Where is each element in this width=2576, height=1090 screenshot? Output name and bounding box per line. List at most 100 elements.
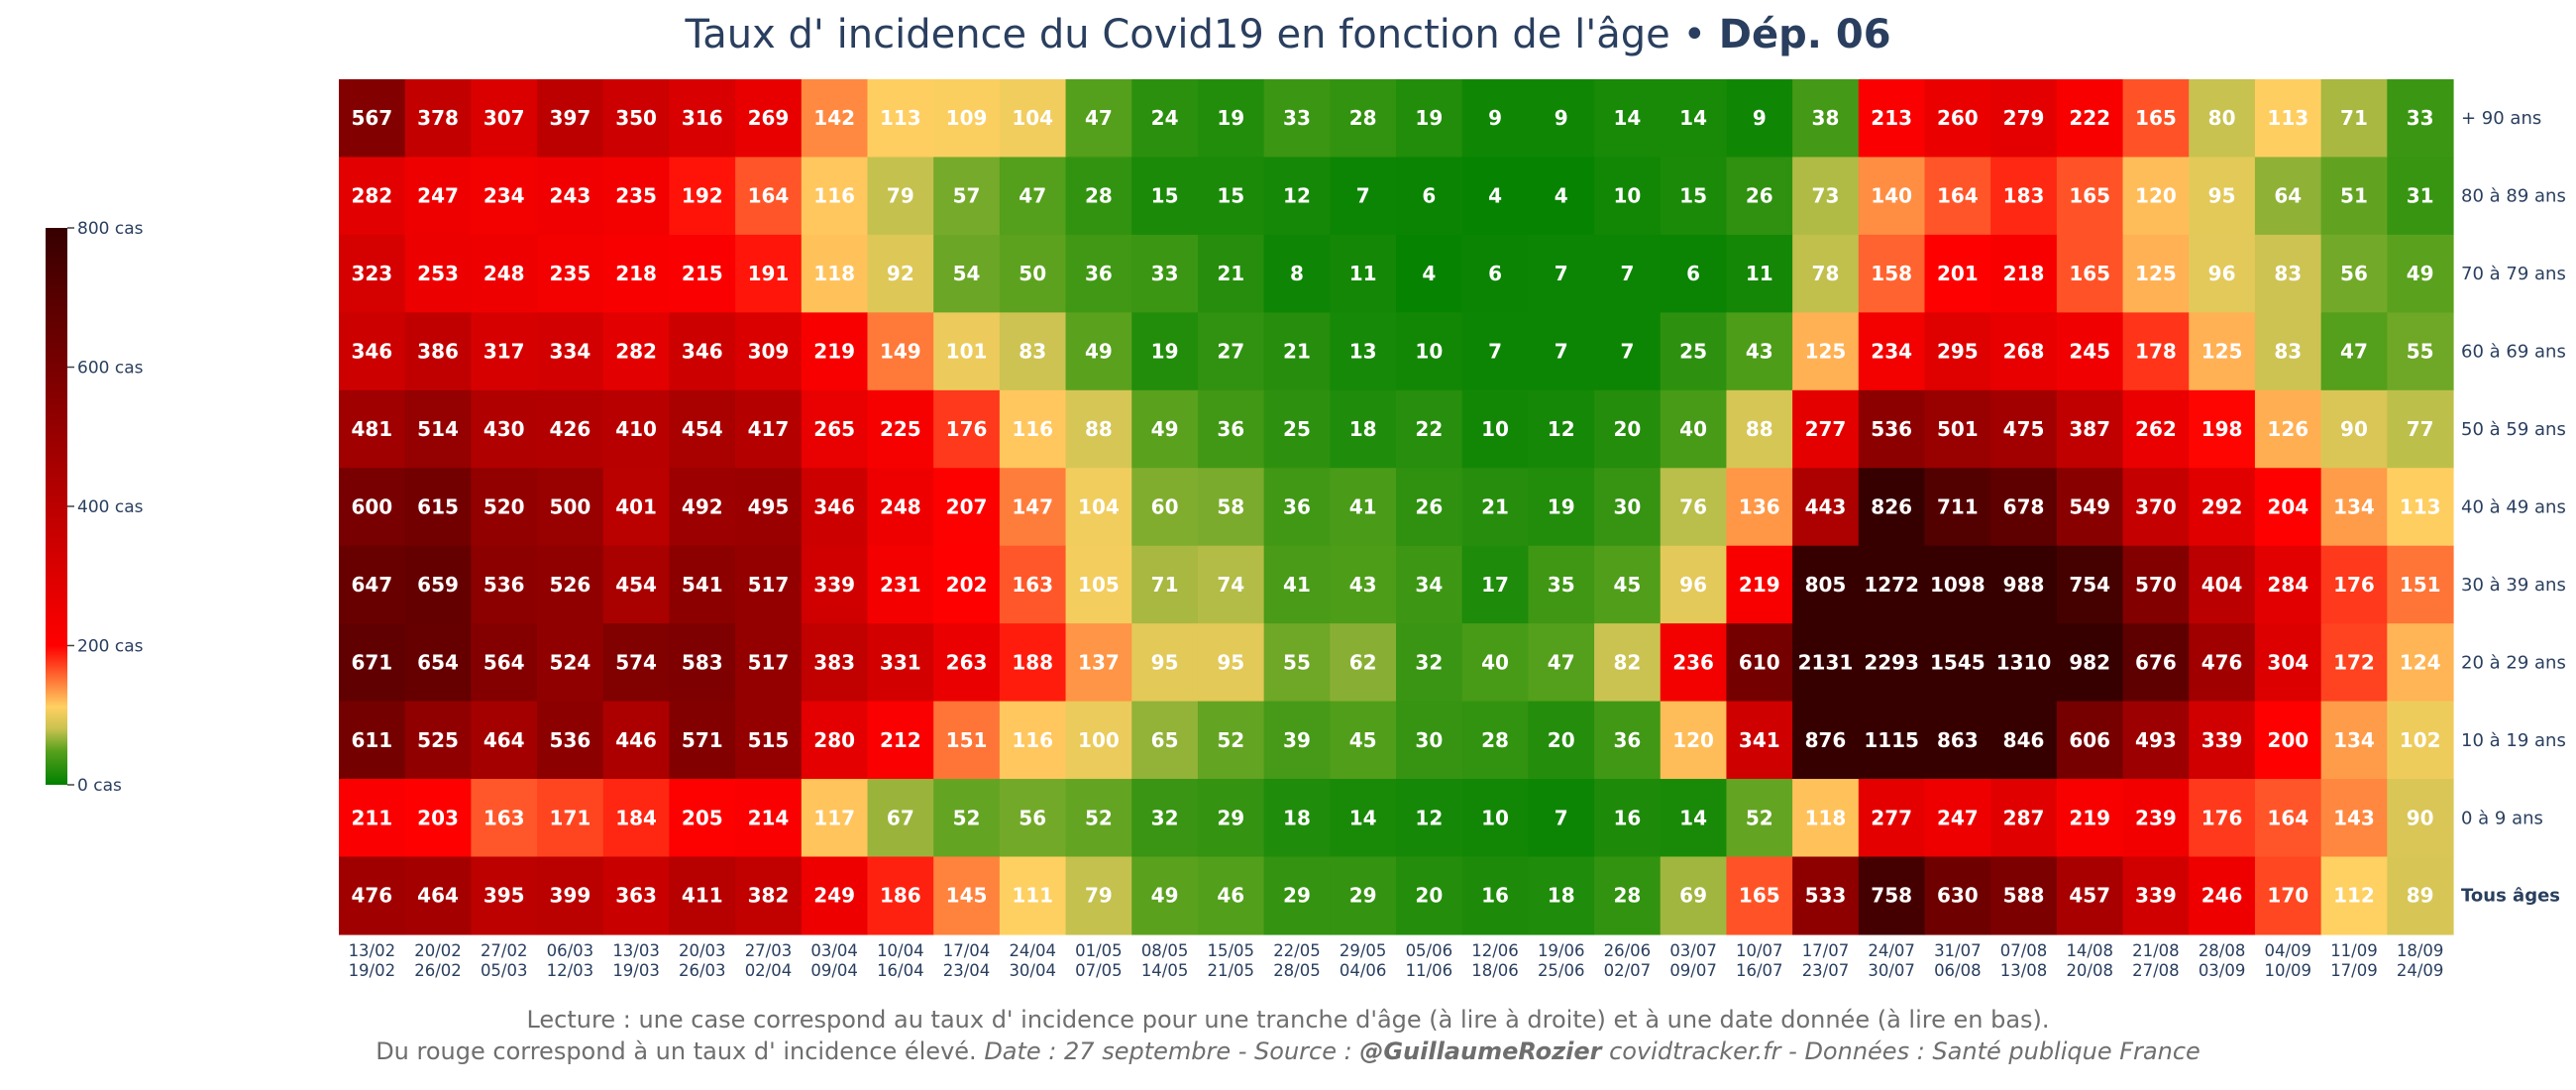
heatmap-cell bbox=[1528, 234, 1595, 313]
heatmap-cell bbox=[404, 623, 472, 703]
row-label: + 90 ans bbox=[2461, 108, 2541, 129]
cell-value-label: 404 bbox=[2201, 573, 2243, 597]
heatmap-cell bbox=[867, 623, 934, 703]
heatmap-cell bbox=[1660, 157, 1728, 236]
cell-value-label: 101 bbox=[946, 340, 988, 364]
heatmap-cell bbox=[801, 701, 869, 780]
cell-value-label: 346 bbox=[813, 494, 855, 518]
chart-title-separator: • bbox=[1670, 12, 1719, 57]
cell-value-label: 20 bbox=[1415, 884, 1443, 908]
heatmap-cell bbox=[2387, 623, 2454, 703]
heatmap-cell bbox=[537, 701, 604, 780]
cell-value-label: 46 bbox=[1217, 884, 1244, 908]
cell-value-label: 26 bbox=[1415, 494, 1443, 518]
cell-value-label: 19 bbox=[1151, 340, 1179, 364]
heatmap-cell bbox=[1065, 234, 1132, 313]
cell-value-label: 11 bbox=[1746, 262, 1773, 285]
heatmap-cell bbox=[1924, 389, 1991, 469]
heatmap-cell bbox=[1131, 468, 1199, 547]
cell-value-label: 30 bbox=[1613, 494, 1641, 518]
cell-value-label: 277 bbox=[1871, 806, 1912, 829]
cell-value-label: 36 bbox=[1085, 262, 1113, 285]
heatmap-cell bbox=[537, 157, 604, 236]
heatmap-cell bbox=[2387, 545, 2454, 624]
cell-value-label: 30 bbox=[1415, 728, 1443, 752]
cell-value-label: 116 bbox=[813, 184, 855, 208]
cell-value-label: 211 bbox=[351, 806, 392, 829]
heatmap-cell bbox=[1065, 312, 1132, 391]
cell-value-label: 16 bbox=[1481, 884, 1509, 908]
cell-value-label: 583 bbox=[682, 650, 723, 674]
cell-value-label: 284 bbox=[2267, 573, 2308, 597]
heatmap-cell bbox=[471, 234, 538, 313]
cell-value-label: 65 bbox=[1151, 728, 1179, 752]
heatmap-cell bbox=[867, 79, 934, 159]
row-label: Tous âges bbox=[2461, 886, 2560, 907]
chart-title: Taux d' incidence du Covid19 en fonction… bbox=[684, 12, 1890, 57]
heatmap-cell bbox=[1131, 79, 1199, 159]
heatmap-cell bbox=[1461, 157, 1529, 236]
cell-value-label: 69 bbox=[1679, 884, 1707, 908]
cell-value-label: 51 bbox=[2340, 184, 2368, 208]
colorbar: 0 cas 200 cas 400 cas 600 cas 800 cas bbox=[46, 219, 144, 796]
cell-value-label: 239 bbox=[2135, 806, 2177, 829]
column-label: 31/07 06/08 bbox=[1934, 941, 1982, 980]
heatmap-cell bbox=[1396, 157, 1463, 236]
cell-value-label: 143 bbox=[2333, 806, 2375, 829]
heatmap-cell bbox=[471, 79, 538, 159]
heatmap-cell bbox=[801, 79, 869, 159]
heatmap-cell bbox=[2387, 79, 2454, 159]
heatmap-cell bbox=[1528, 856, 1595, 935]
cell-value-label: 15 bbox=[1151, 184, 1179, 208]
cell-value-label: 125 bbox=[2135, 262, 2177, 285]
cell-value-label: 454 bbox=[682, 417, 723, 441]
cell-value-label: 102 bbox=[2400, 728, 2441, 752]
heatmap-cell bbox=[1461, 701, 1529, 780]
cell-value-label: 12 bbox=[1283, 184, 1311, 208]
heatmap-cell bbox=[339, 856, 406, 935]
column-label: 07/08 13/08 bbox=[2000, 941, 2048, 980]
cell-value-label: 112 bbox=[2333, 884, 2375, 908]
heatmap-cell bbox=[735, 545, 803, 624]
heatmap-cell bbox=[1197, 79, 1265, 159]
caption-date-source: Date : 27 septembre - Source : bbox=[984, 1037, 1359, 1065]
cell-value-label: 654 bbox=[417, 650, 459, 674]
heatmap-cell bbox=[801, 157, 869, 236]
column-label: 24/04 30/04 bbox=[1009, 941, 1056, 980]
heatmap-cell bbox=[471, 545, 538, 624]
cell-value-label: 186 bbox=[880, 884, 921, 908]
cell-value-label: 476 bbox=[2201, 650, 2243, 674]
cell-value-label: 18 bbox=[1548, 884, 1575, 908]
cell-value-label: 219 bbox=[1739, 573, 1780, 597]
cell-value-label: 204 bbox=[2267, 494, 2308, 518]
column-label: 13/03 19/03 bbox=[612, 941, 660, 980]
cell-value-label: 1272 bbox=[1864, 573, 1919, 597]
cell-value-label: 863 bbox=[1937, 728, 1979, 752]
heatmap-cell bbox=[1330, 389, 1397, 469]
caption-site-data: covidtracker.fr - Données : Santé publiq… bbox=[1601, 1037, 2200, 1065]
cell-value-label: 52 bbox=[953, 806, 981, 829]
heatmap-cell bbox=[1792, 856, 1860, 935]
cell-value-label: 520 bbox=[483, 494, 525, 518]
heatmap-cell bbox=[1924, 312, 1991, 391]
cell-value-label: 280 bbox=[813, 728, 855, 752]
cell-value-label: 191 bbox=[748, 262, 790, 285]
heatmap-cell bbox=[1528, 779, 1595, 858]
cell-value-label: 876 bbox=[1805, 728, 1847, 752]
caption-author: @GuillaumeRozier bbox=[1359, 1037, 1603, 1065]
column-label: 10/04 16/04 bbox=[877, 941, 924, 980]
cell-value-label: 401 bbox=[615, 494, 657, 518]
cell-value-label: 4 bbox=[1555, 184, 1568, 208]
heatmap-cell bbox=[2122, 545, 2190, 624]
cell-value-label: 49 bbox=[1151, 884, 1179, 908]
heatmap-cell bbox=[1990, 856, 2058, 935]
cell-value-label: 245 bbox=[2069, 340, 2110, 364]
heatmap-cell bbox=[1263, 623, 1331, 703]
heatmap-cell bbox=[537, 779, 604, 858]
cell-value-label: 446 bbox=[615, 728, 657, 752]
cell-value-label: 213 bbox=[1871, 106, 1912, 130]
heatmap-cell bbox=[933, 79, 1001, 159]
column-label: 17/07 23/07 bbox=[1802, 941, 1850, 980]
heatmap-cell bbox=[2056, 701, 2124, 780]
cell-value-label: 80 bbox=[2208, 106, 2236, 130]
